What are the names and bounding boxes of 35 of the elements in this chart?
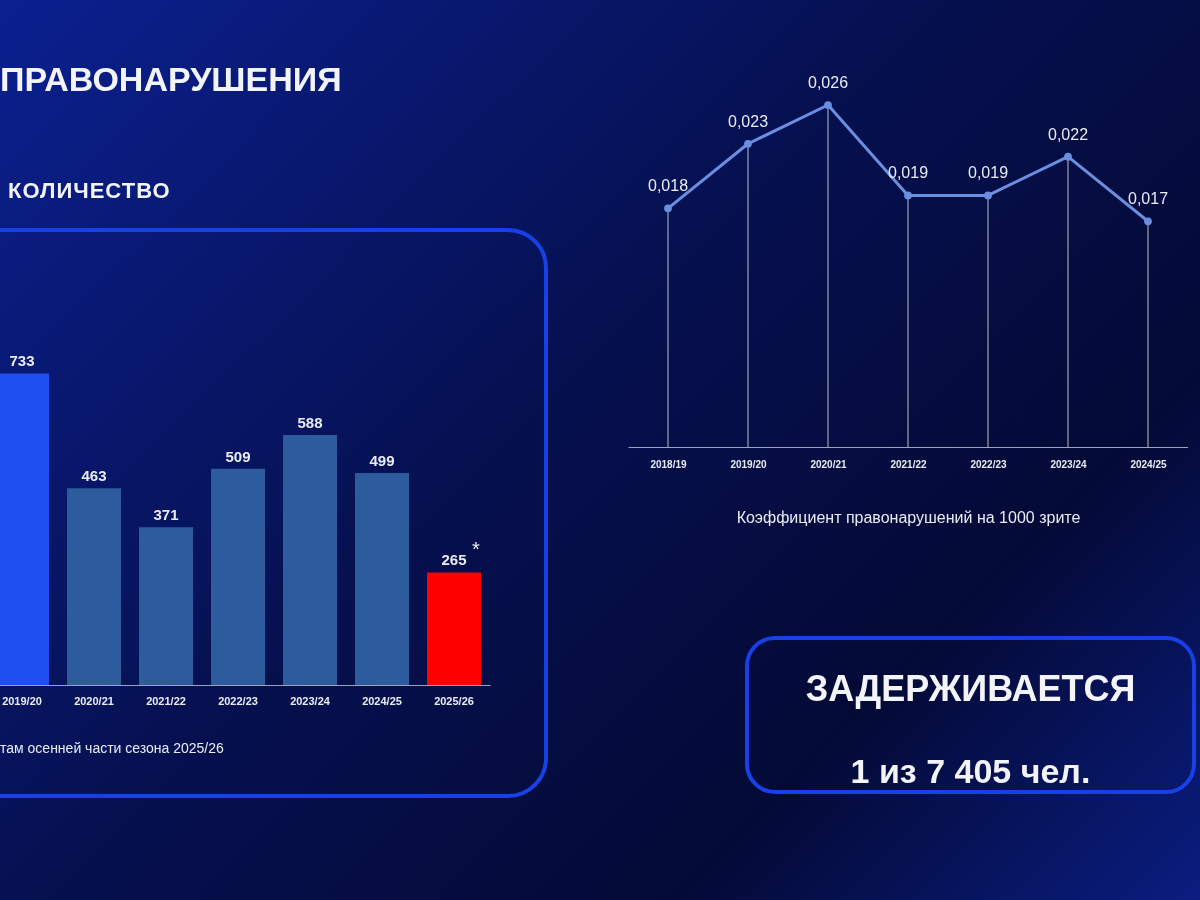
chart-subtitle: КОЛИЧЕСТВО	[8, 178, 171, 204]
x-tick-label: 2025/26	[434, 694, 474, 707]
data-label: 0,022	[1047, 125, 1089, 143]
annotation: *	[472, 538, 481, 561]
x-axis-title: Коэффициент правонарушений на 1000 зрите	[736, 508, 1081, 526]
chart-title: ПРАВОНАРУШЕНИЯ	[0, 60, 342, 99]
x-tick-label: 2022/23	[970, 458, 1008, 470]
data-label: 0,019	[887, 164, 929, 182]
data-label: 0,019	[967, 164, 1009, 182]
data-label: 588	[297, 414, 323, 432]
data-label: 0,023	[727, 112, 769, 130]
data-label: 0,026	[807, 74, 849, 91]
data-label: 733	[9, 352, 35, 370]
x-tick-label: 2019/20	[730, 458, 768, 470]
x-tick-label: 2023/24	[290, 694, 331, 707]
x-tick-label: 2020/21	[810, 458, 848, 470]
data-label: 463	[81, 467, 107, 485]
x-tick-label: 2024/25	[1130, 458, 1168, 470]
text: 1 из 7 405 чел.	[849, 752, 1092, 791]
x-tick-label: 2024/25	[362, 694, 402, 707]
data-label: 509	[225, 447, 251, 465]
x-tick-label: 2021/22	[146, 694, 186, 707]
x-tick-label: 2020/21	[74, 694, 114, 707]
x-tick-label: 2021/22	[890, 458, 928, 470]
x-tick-label: 2022/23	[218, 694, 258, 707]
data-label: 499	[369, 451, 395, 469]
text: ЗАДЕРЖИВАЕТСЯ	[804, 668, 1137, 710]
x-tick-label: 2019/20	[2, 694, 42, 707]
data-label: 265	[441, 551, 467, 569]
data-label: 0,018	[647, 177, 689, 195]
data-label: 0,017	[1127, 190, 1169, 208]
text: там осенней части сезона 2025/26	[0, 740, 224, 756]
x-tick-label: 2018/19	[650, 458, 688, 470]
data-label: 371	[153, 506, 179, 524]
x-tick-label: 2023/24	[1050, 458, 1088, 470]
